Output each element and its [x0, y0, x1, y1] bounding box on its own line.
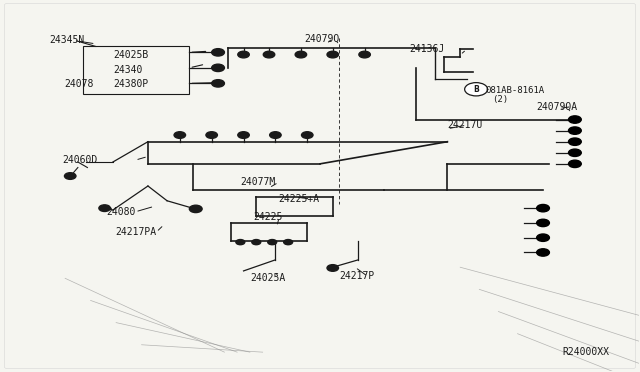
Text: 24380P: 24380P	[113, 80, 148, 89]
Circle shape	[238, 51, 249, 58]
Circle shape	[206, 132, 218, 138]
Circle shape	[212, 80, 225, 87]
Circle shape	[327, 264, 339, 271]
Bar	[83, 46, 189, 94]
Circle shape	[238, 132, 249, 138]
Text: 24345N: 24345N	[49, 35, 84, 45]
Circle shape	[212, 64, 225, 71]
Circle shape	[268, 240, 276, 245]
Circle shape	[263, 51, 275, 58]
Text: 24080: 24080	[106, 207, 136, 217]
Circle shape	[568, 138, 581, 145]
Text: 24078: 24078	[64, 80, 93, 89]
Circle shape	[301, 132, 313, 138]
Text: 24340: 24340	[113, 65, 142, 75]
Text: 24217PA: 24217PA	[115, 227, 156, 237]
Circle shape	[252, 240, 260, 245]
Text: B: B	[473, 85, 479, 94]
Text: R24000XX: R24000XX	[562, 347, 609, 357]
Circle shape	[327, 51, 339, 58]
Circle shape	[236, 240, 245, 245]
Circle shape	[269, 132, 281, 138]
Text: 24079QA: 24079QA	[537, 102, 578, 112]
Text: 24225: 24225	[253, 212, 282, 222]
Text: 24136J: 24136J	[409, 44, 444, 54]
Text: 24025A: 24025A	[250, 273, 285, 283]
Circle shape	[537, 249, 549, 256]
Text: 24079Q: 24079Q	[304, 33, 339, 43]
Circle shape	[568, 116, 581, 123]
Circle shape	[537, 219, 549, 227]
Circle shape	[99, 205, 110, 211]
Circle shape	[174, 132, 186, 138]
Text: 24025B: 24025B	[113, 50, 148, 60]
Circle shape	[537, 234, 549, 241]
Circle shape	[359, 51, 371, 58]
Circle shape	[568, 127, 581, 134]
Circle shape	[295, 51, 307, 58]
Text: 24217U: 24217U	[447, 120, 483, 130]
Text: 081AB-8161A: 081AB-8161A	[486, 86, 545, 94]
Circle shape	[537, 205, 549, 212]
Text: 24217P: 24217P	[339, 272, 374, 282]
Circle shape	[189, 205, 202, 212]
Text: 24077M: 24077M	[241, 177, 276, 187]
Circle shape	[568, 149, 581, 157]
Text: 24225+A: 24225+A	[278, 194, 320, 204]
Circle shape	[212, 49, 225, 56]
Circle shape	[284, 240, 292, 245]
Text: 24060D: 24060D	[62, 155, 97, 165]
Circle shape	[568, 160, 581, 167]
Circle shape	[65, 173, 76, 179]
Circle shape	[465, 83, 488, 96]
Text: (2): (2)	[492, 95, 508, 104]
